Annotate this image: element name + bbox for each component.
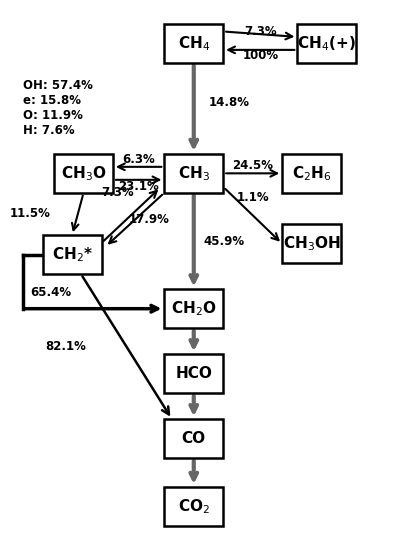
Text: 45.9%: 45.9% [203, 235, 244, 247]
Text: 6.3%: 6.3% [122, 153, 155, 166]
FancyBboxPatch shape [54, 154, 113, 193]
Text: CH$_2$O: CH$_2$O [171, 299, 217, 318]
Text: CH$_4$: CH$_4$ [178, 34, 210, 53]
Text: CH$_3$OH: CH$_3$OH [283, 234, 340, 253]
Text: 65.4%: 65.4% [30, 286, 72, 299]
FancyBboxPatch shape [164, 487, 223, 526]
Text: 82.1%: 82.1% [45, 340, 86, 353]
Text: 11.5%: 11.5% [10, 207, 50, 220]
Text: 23.1%: 23.1% [118, 181, 159, 194]
FancyBboxPatch shape [297, 24, 356, 63]
FancyBboxPatch shape [164, 354, 223, 393]
Text: CH$_3$: CH$_3$ [178, 164, 210, 183]
Text: 100%: 100% [242, 49, 278, 62]
Text: CO: CO [182, 431, 206, 446]
FancyBboxPatch shape [164, 24, 223, 63]
Text: 14.8%: 14.8% [209, 96, 250, 109]
FancyBboxPatch shape [164, 419, 223, 458]
Text: 17.9%: 17.9% [129, 213, 170, 226]
Text: CH$_3$O: CH$_3$O [61, 164, 106, 183]
Text: CO$_2$: CO$_2$ [178, 497, 210, 516]
Text: 7.3%: 7.3% [101, 186, 134, 199]
Text: CH$_4$(+): CH$_4$(+) [297, 34, 356, 53]
FancyBboxPatch shape [282, 224, 341, 263]
Text: CH$_2$*: CH$_2$* [52, 245, 93, 264]
Text: C$_2$H$_6$: C$_2$H$_6$ [292, 164, 332, 183]
Text: 24.5%: 24.5% [232, 159, 273, 172]
FancyBboxPatch shape [43, 235, 101, 274]
FancyBboxPatch shape [164, 289, 223, 328]
Text: OH: 57.4%
e: 15.8%
O: 11.9%
H: 7.6%: OH: 57.4% e: 15.8% O: 11.9% H: 7.6% [23, 79, 93, 137]
FancyBboxPatch shape [282, 154, 341, 193]
Text: HCO: HCO [176, 366, 212, 381]
FancyBboxPatch shape [164, 154, 223, 193]
Text: 7.3%: 7.3% [244, 25, 277, 38]
Text: 1.1%: 1.1% [236, 191, 269, 204]
